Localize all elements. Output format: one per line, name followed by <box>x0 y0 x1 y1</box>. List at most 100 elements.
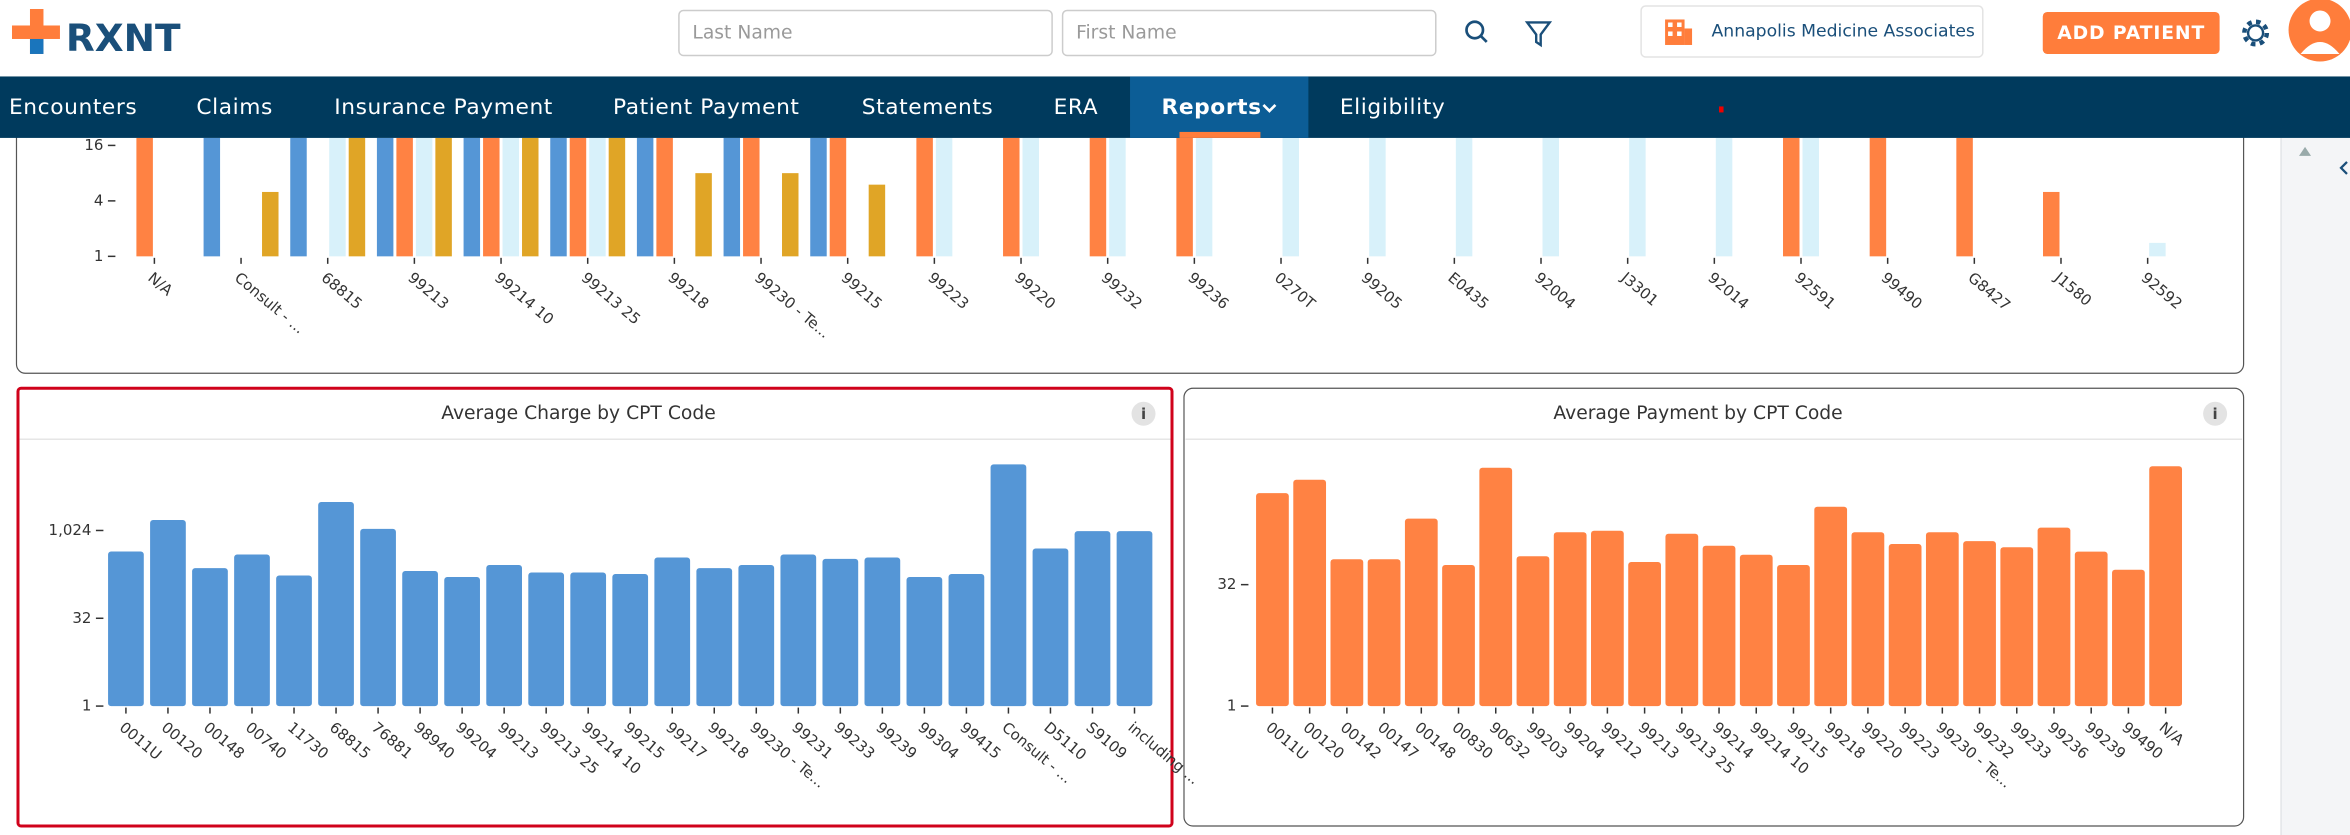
bar <box>262 191 279 257</box>
chart-title: Average Charge by CPT Code <box>441 403 715 424</box>
indicator <box>1719 106 1724 113</box>
bar <box>290 137 307 257</box>
bar <box>695 173 712 257</box>
bar <box>483 137 500 257</box>
bar <box>415 137 433 257</box>
search-button[interactable] <box>1465 20 1488 43</box>
bar <box>1665 533 1699 707</box>
bar <box>990 464 1027 707</box>
bar <box>906 577 943 707</box>
settings-button[interactable] <box>2242 19 2270 47</box>
avatar[interactable] <box>2288 0 2350 62</box>
bar <box>1628 562 1661 707</box>
bar <box>1116 531 1153 707</box>
bar <box>1479 467 1513 707</box>
bar <box>1455 137 1473 257</box>
side-panel <box>2281 137 2350 835</box>
bar <box>1293 479 1327 707</box>
bar <box>1591 530 1624 707</box>
bar <box>1442 565 1475 707</box>
bar <box>360 528 396 707</box>
bar <box>2037 527 2071 707</box>
bar <box>696 568 733 707</box>
bar <box>502 137 520 257</box>
logo-cross-h <box>11 25 60 39</box>
bar <box>1553 532 1587 707</box>
chart-top <box>136 137 2166 257</box>
practice-selector[interactable] <box>1640 5 1984 58</box>
bar <box>550 137 567 257</box>
bar <box>1739 554 1773 707</box>
bar <box>654 557 691 707</box>
bar <box>1256 493 1289 707</box>
nav-item[interactable]: Insurance Payment <box>334 95 553 120</box>
bar <box>318 501 354 707</box>
panel-toggle[interactable] <box>2339 161 2348 175</box>
info-label: i <box>2213 405 2218 423</box>
y-tick-label: 1 <box>82 697 92 715</box>
chart-title: Average Payment by CPT Code <box>1553 403 1842 424</box>
bar <box>376 137 394 257</box>
last-name-input[interactable] <box>678 9 1053 57</box>
nav-item[interactable]: Statements <box>862 95 994 120</box>
bar <box>1963 541 1996 707</box>
button-label: ADD PATIENT <box>2057 23 2205 44</box>
bar <box>1330 559 1364 707</box>
nav-item[interactable]: Claims <box>196 95 273 120</box>
bar <box>192 568 228 707</box>
nav-item[interactable]: Reports <box>1162 95 1262 120</box>
bar <box>2149 466 2183 707</box>
bar <box>868 184 886 257</box>
nav-item[interactable]: Eligibility <box>1340 95 1445 120</box>
bar <box>1715 137 1733 257</box>
y-tick-label: 1,024 <box>49 521 92 539</box>
bar <box>1369 137 1386 257</box>
y-tick-label: 1 <box>1227 697 1237 715</box>
bar <box>1074 531 1111 707</box>
bar <box>1629 137 1646 257</box>
bar <box>348 137 366 257</box>
filter-button[interactable] <box>1524 21 1553 48</box>
bar <box>569 137 587 257</box>
bar <box>935 137 953 257</box>
bar <box>1367 559 1401 707</box>
info-button[interactable] <box>1131 401 1156 426</box>
bar <box>780 554 817 707</box>
info-button[interactable] <box>2203 401 2228 426</box>
nav-active-bg <box>1130 76 1309 138</box>
bar <box>2043 191 2060 257</box>
bar <box>1702 545 1736 707</box>
logo[interactable]: RXNT <box>11 8 181 60</box>
bar <box>916 137 933 257</box>
bar <box>150 519 186 707</box>
bar <box>864 557 901 707</box>
bar <box>589 137 606 257</box>
bar <box>1404 518 1438 707</box>
nav-item[interactable]: ERA <box>1054 95 1099 120</box>
nav-item[interactable]: Patient Payment <box>613 95 800 120</box>
bar <box>1542 137 1559 257</box>
bar <box>522 137 539 257</box>
bar <box>608 137 626 257</box>
first-name-input[interactable] <box>1061 9 1437 57</box>
bar <box>743 137 760 257</box>
nav-item[interactable]: Encounters <box>9 95 137 120</box>
bar <box>782 173 799 257</box>
nav-active-underline <box>1179 131 1261 138</box>
bar <box>2112 569 2145 707</box>
bar <box>528 572 565 707</box>
bar <box>2074 551 2108 707</box>
bar <box>1888 544 1922 707</box>
bar <box>1089 137 1107 257</box>
add-patient-button[interactable] <box>2042 11 2220 54</box>
bar <box>1516 556 1550 707</box>
nav-chevron <box>1262 103 1277 113</box>
bar <box>636 137 654 257</box>
bar <box>396 137 413 257</box>
bar <box>948 573 985 707</box>
bar <box>2000 547 2034 707</box>
practice-name: Annapolis Medicine Associates <box>1712 21 1975 41</box>
bar <box>656 137 673 257</box>
scroll-up[interactable] <box>2299 146 2312 156</box>
